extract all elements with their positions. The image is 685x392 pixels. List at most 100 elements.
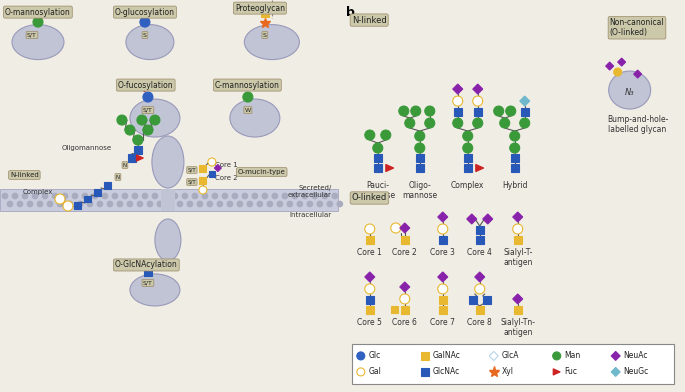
Circle shape	[37, 201, 42, 207]
Ellipse shape	[12, 25, 64, 60]
Circle shape	[62, 193, 68, 199]
Circle shape	[137, 201, 142, 207]
Circle shape	[208, 158, 216, 166]
Text: Core 2: Core 2	[393, 248, 417, 257]
Circle shape	[22, 193, 28, 199]
Circle shape	[553, 352, 561, 360]
Circle shape	[42, 193, 48, 199]
Circle shape	[297, 201, 303, 207]
Bar	[391, 307, 398, 314]
Circle shape	[453, 96, 463, 106]
Polygon shape	[606, 62, 614, 70]
Bar	[0, 189, 338, 211]
Bar	[476, 306, 484, 314]
Circle shape	[272, 193, 277, 199]
Polygon shape	[611, 351, 620, 360]
Circle shape	[107, 201, 113, 207]
Circle shape	[162, 193, 168, 199]
Bar	[521, 108, 529, 116]
Text: O-glucosylation: O-glucosylation	[115, 7, 175, 16]
Circle shape	[8, 201, 13, 207]
Text: Glc: Glc	[369, 351, 381, 360]
Bar	[476, 226, 484, 234]
Circle shape	[147, 201, 153, 207]
Polygon shape	[438, 272, 448, 282]
Circle shape	[287, 201, 292, 207]
Circle shape	[506, 106, 516, 116]
Circle shape	[357, 368, 365, 376]
Polygon shape	[489, 351, 498, 360]
Bar	[439, 236, 447, 244]
Circle shape	[415, 131, 425, 141]
Bar	[469, 296, 477, 304]
Circle shape	[157, 201, 163, 207]
Circle shape	[47, 201, 53, 207]
Circle shape	[127, 201, 133, 207]
Ellipse shape	[130, 99, 180, 137]
Bar	[416, 164, 424, 172]
Text: N: N	[116, 174, 120, 180]
Circle shape	[399, 106, 409, 116]
Circle shape	[212, 193, 218, 199]
Bar	[374, 164, 382, 172]
Circle shape	[425, 118, 435, 128]
Polygon shape	[386, 164, 394, 172]
Text: Sialyl-T-
antigen: Sialyl-T- antigen	[503, 248, 532, 267]
Polygon shape	[466, 214, 477, 224]
Ellipse shape	[245, 25, 299, 60]
Text: O-mucin-type: O-mucin-type	[238, 169, 286, 175]
Circle shape	[207, 201, 212, 207]
Circle shape	[317, 201, 323, 207]
Text: Core 4: Core 4	[467, 248, 493, 257]
Circle shape	[381, 130, 390, 140]
Text: O-linked: O-linked	[352, 194, 387, 203]
Circle shape	[357, 352, 365, 360]
Circle shape	[365, 284, 375, 294]
Text: NeuGc: NeuGc	[623, 367, 649, 376]
Text: Gal: Gal	[369, 367, 382, 376]
Ellipse shape	[155, 219, 181, 261]
Bar	[464, 154, 472, 162]
Circle shape	[500, 118, 510, 128]
Text: S/T: S/T	[188, 167, 196, 172]
Text: Non-canonical
(O-linked): Non-canonical (O-linked)	[610, 18, 664, 38]
Circle shape	[33, 17, 43, 27]
Text: S: S	[263, 33, 266, 38]
Bar	[464, 164, 472, 172]
Text: S/T: S/T	[143, 107, 153, 113]
Bar	[401, 236, 409, 244]
Ellipse shape	[126, 25, 174, 60]
Circle shape	[292, 193, 298, 199]
Circle shape	[167, 201, 173, 207]
Circle shape	[222, 193, 227, 199]
Text: GalNAc: GalNAc	[433, 351, 460, 360]
Text: W: W	[245, 107, 251, 113]
Ellipse shape	[230, 99, 280, 137]
Circle shape	[237, 201, 242, 207]
Polygon shape	[634, 70, 642, 78]
Circle shape	[322, 193, 327, 199]
Circle shape	[257, 201, 262, 207]
Circle shape	[125, 125, 135, 135]
Circle shape	[27, 201, 33, 207]
Circle shape	[72, 193, 78, 199]
Text: Hybrid: Hybrid	[502, 181, 527, 190]
Bar	[421, 368, 429, 376]
Circle shape	[520, 118, 530, 128]
Circle shape	[12, 193, 18, 199]
Text: O-fucosylation: O-fucosylation	[118, 81, 173, 89]
Circle shape	[143, 92, 153, 102]
Text: Core 1: Core 1	[358, 248, 382, 257]
Bar	[352, 344, 673, 384]
Bar	[84, 196, 92, 203]
Text: Sialyl-Tn-
antigen: Sialyl-Tn- antigen	[500, 318, 535, 338]
Bar	[514, 236, 522, 244]
Circle shape	[152, 193, 158, 199]
Polygon shape	[453, 84, 463, 94]
Bar	[476, 236, 484, 244]
Text: Complex: Complex	[451, 181, 484, 190]
Circle shape	[217, 201, 223, 207]
Circle shape	[67, 201, 73, 207]
Text: a: a	[4, 6, 12, 19]
Text: Proteoglycan: Proteoglycan	[235, 4, 285, 13]
